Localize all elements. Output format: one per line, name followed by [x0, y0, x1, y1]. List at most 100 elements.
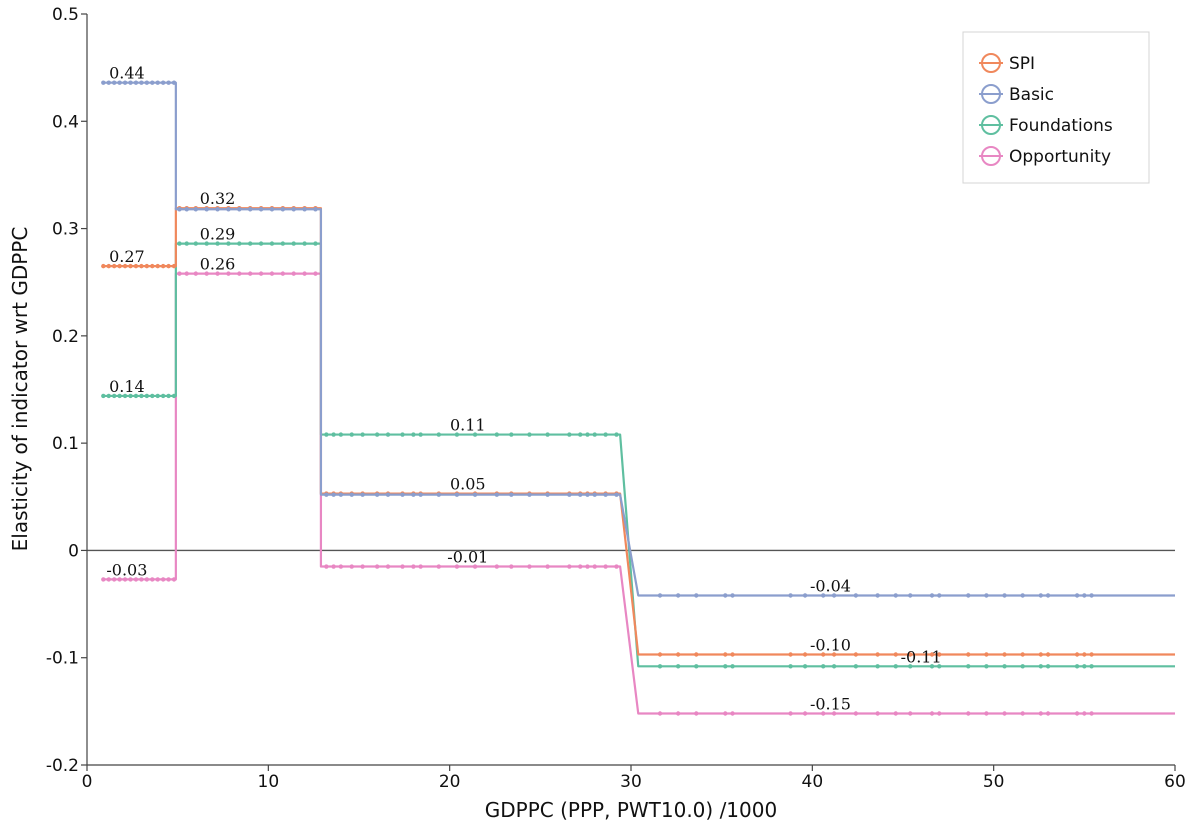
data-point [1089, 652, 1094, 657]
data-point [730, 652, 735, 657]
legend-item-foundations[interactable]: Foundations [979, 115, 1113, 136]
x-tick-label: 30 [620, 772, 642, 792]
data-point [567, 564, 572, 569]
data-point [545, 432, 550, 437]
data-point [112, 577, 117, 582]
data-point [694, 652, 699, 657]
data-point [106, 393, 111, 399]
data-point [193, 207, 198, 212]
data-point [723, 664, 728, 669]
data-point [122, 263, 128, 269]
x-tick-label: 10 [258, 772, 280, 792]
data-point [226, 207, 231, 212]
data-point [193, 271, 198, 276]
data-point [144, 393, 150, 399]
data-point [788, 664, 793, 669]
data-point [248, 207, 253, 212]
data-point [1045, 711, 1051, 716]
value-annotation: 0.26 [200, 255, 236, 274]
data-point [1074, 711, 1080, 716]
data-point [1020, 652, 1025, 657]
legend-item-spi[interactable]: SPI [979, 53, 1035, 74]
data-point [184, 241, 189, 246]
data-point [139, 80, 144, 85]
data-point [139, 263, 144, 269]
data-point [802, 593, 808, 598]
value-annotation: -0.11 [901, 647, 942, 666]
data-point [675, 664, 681, 669]
data-point [984, 664, 989, 669]
data-point [418, 564, 423, 569]
data-point [324, 432, 329, 437]
data-point [1089, 593, 1094, 598]
data-point [215, 207, 220, 212]
data-point [545, 564, 550, 569]
data-point [831, 664, 837, 669]
data-point [984, 652, 989, 657]
data-point [472, 564, 478, 569]
data-point [494, 432, 500, 437]
data-point [1020, 664, 1025, 669]
data-point [215, 271, 220, 276]
data-point [614, 432, 619, 437]
y-tick-label: 0 [68, 541, 79, 561]
data-point [150, 577, 155, 582]
data-point [171, 80, 177, 85]
data-point [730, 593, 735, 598]
data-point [592, 564, 597, 569]
data-point [509, 492, 514, 497]
data-point [929, 711, 935, 716]
data-point [291, 271, 296, 276]
data-point [349, 492, 354, 497]
legend-item-opportunity[interactable]: Opportunity [979, 146, 1111, 167]
data-point [360, 564, 365, 569]
data-point [128, 263, 133, 269]
data-point [1074, 664, 1080, 669]
data-point [144, 577, 150, 582]
data-point [400, 564, 405, 569]
data-point [139, 577, 144, 582]
data-point [675, 593, 681, 598]
data-point [144, 80, 150, 85]
data-point [338, 492, 344, 497]
data-point [893, 664, 898, 669]
data-point [1082, 652, 1087, 657]
data-point [155, 80, 160, 85]
data-point [1038, 664, 1044, 669]
data-point [171, 577, 177, 582]
data-point [545, 492, 550, 497]
data-point [193, 241, 198, 246]
data-point [1002, 652, 1007, 657]
data-point [831, 711, 837, 716]
series-foundations [101, 241, 1175, 669]
data-point [385, 432, 391, 437]
data-point [177, 241, 182, 246]
data-point [657, 664, 663, 669]
data-point [723, 593, 728, 598]
data-point [1089, 664, 1094, 669]
data-point [966, 664, 971, 669]
data-point [150, 263, 155, 269]
series-line-foundations [101, 242, 1175, 668]
legend[interactable]: SPI Basic Foundations Opportunity [962, 31, 1150, 184]
data-point [1082, 664, 1087, 669]
data-point [567, 492, 572, 497]
data-point [166, 577, 171, 582]
data-point [385, 564, 391, 569]
data-point [603, 432, 608, 437]
value-annotation: 0.14 [109, 377, 145, 396]
x-tick-label: 40 [802, 772, 824, 792]
data-point [160, 393, 166, 399]
data-point [494, 564, 500, 569]
data-point [237, 241, 242, 246]
legend-label: Foundations [1009, 116, 1113, 136]
value-annotation: 0.27 [109, 247, 145, 266]
data-point [237, 207, 242, 212]
data-point [1045, 664, 1051, 669]
data-point [1020, 711, 1025, 716]
value-annotation: 0.11 [450, 416, 486, 435]
legend-item-basic[interactable]: Basic [979, 84, 1054, 105]
data-point [1074, 593, 1080, 598]
data-point [269, 241, 275, 246]
